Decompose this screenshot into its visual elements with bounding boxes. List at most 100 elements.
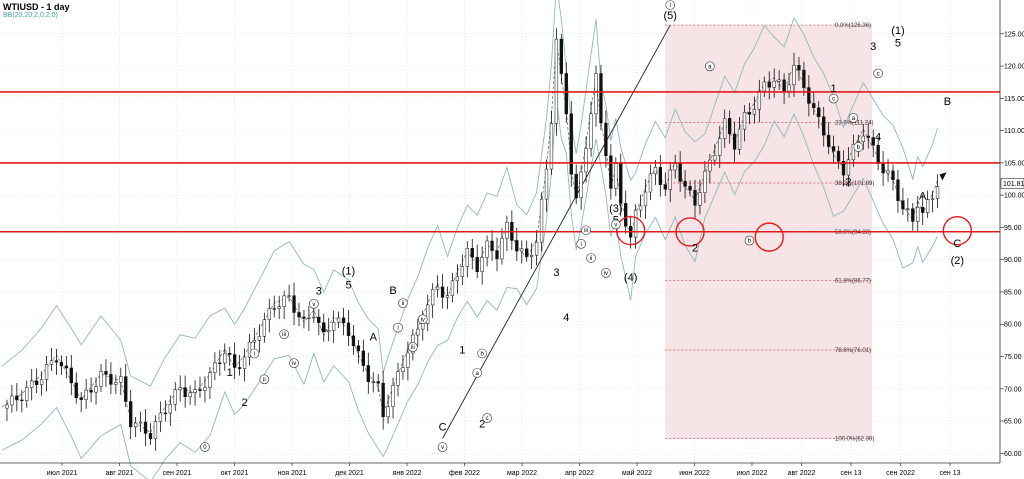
candle [366,365,370,382]
candle [648,173,653,193]
fib-label: 0.0%(126.36) [835,23,871,29]
wave-label: A [370,331,378,343]
x-tick-label: мар 2022 [507,470,537,477]
wave-label: (4) [624,272,637,284]
wave-label: iii [584,228,588,234]
candle [787,84,791,92]
x-tick-label: авг 2022 [788,470,816,477]
candle [406,352,410,368]
candle [723,118,727,139]
candle [213,362,217,373]
wave-label: (5) [664,10,677,22]
fib-label: 50.0%(94.33) [835,230,871,236]
candle [742,112,747,130]
x-tick-label: апр 2022 [565,470,594,477]
candle [203,387,207,391]
candle [678,163,682,182]
candle [668,169,672,190]
wave-label: iii [282,332,286,338]
wave-marker [437,442,448,452]
candle [431,289,435,306]
candle [846,159,851,176]
wave-marker [482,413,492,423]
wave-label: iii [411,345,415,351]
wave-label: (3) [609,203,622,215]
candle [460,266,465,277]
wave-label: B [389,285,396,297]
fib-label: 61.8%(86.77) [835,279,871,285]
wave-label: I [669,3,671,9]
x-tick-label: янв 2022 [393,470,422,477]
arrow-icon [939,172,947,181]
candle [881,163,885,174]
candle [520,248,524,252]
candle [653,167,658,175]
wave-label: 0 [203,445,207,451]
candle [624,203,628,227]
wave-marker [665,0,676,10]
bollinger-middle [1,38,938,433]
candle [84,389,88,400]
wave-label: a [852,116,856,122]
candle [386,406,390,418]
fib-label: 78.6%(76.01) [835,348,871,354]
highlight-circle [675,217,705,247]
wave-label: C [439,422,447,434]
candle [851,143,856,161]
candle [728,118,732,135]
candle [718,138,722,156]
candle [272,308,276,310]
wave-label: ii [402,301,405,307]
candle [10,395,14,406]
wave-marker [408,342,418,352]
candle [297,312,301,318]
candle [797,65,801,71]
candle [163,412,167,415]
wave-marker [586,253,596,263]
y-tick-label: 70.00 [1004,386,1022,393]
candle [99,371,103,387]
x-tick-label: сен 2022 [886,470,915,477]
highlight-circle [942,215,973,246]
wave-label: v [614,222,617,228]
candle [74,382,78,398]
wave-label: (1) [891,25,904,37]
candle [49,360,54,365]
indicator-label: BB(20,20,2,0,2,0) [3,12,58,19]
x-tick-label: авг 2021 [106,470,134,477]
candle [25,387,29,401]
wave-label: 2 [241,397,247,409]
candle [896,179,900,201]
candle [69,367,73,384]
x-tick-label: июл 2022 [737,470,768,477]
candle [737,128,742,150]
candle [564,73,568,115]
candle [792,65,796,86]
candle [500,238,504,260]
wave-marker [848,113,859,123]
candle [218,362,222,364]
candle [485,240,489,258]
wave-label: a [708,64,712,70]
y-tick-label: 85.00 [1004,289,1022,296]
candle [35,380,39,386]
candle [54,360,59,363]
wave-label: 5 [345,280,351,292]
highlight-circle [615,215,646,246]
candle [599,73,603,124]
wave-label: c [486,416,489,422]
candle [158,412,163,422]
wave-marker [259,374,270,385]
candle [173,389,177,405]
candle [559,38,564,74]
candle [44,364,49,380]
y-tick-label: 105.00 [1004,160,1024,167]
wave-marker [610,219,621,230]
wave-label: i [254,352,255,358]
candle [168,403,172,414]
wave-label: 1 [459,344,465,356]
candle [534,241,539,256]
candle [153,421,158,439]
y-tick-label: 115.00 [1004,96,1024,103]
candle [638,205,643,211]
